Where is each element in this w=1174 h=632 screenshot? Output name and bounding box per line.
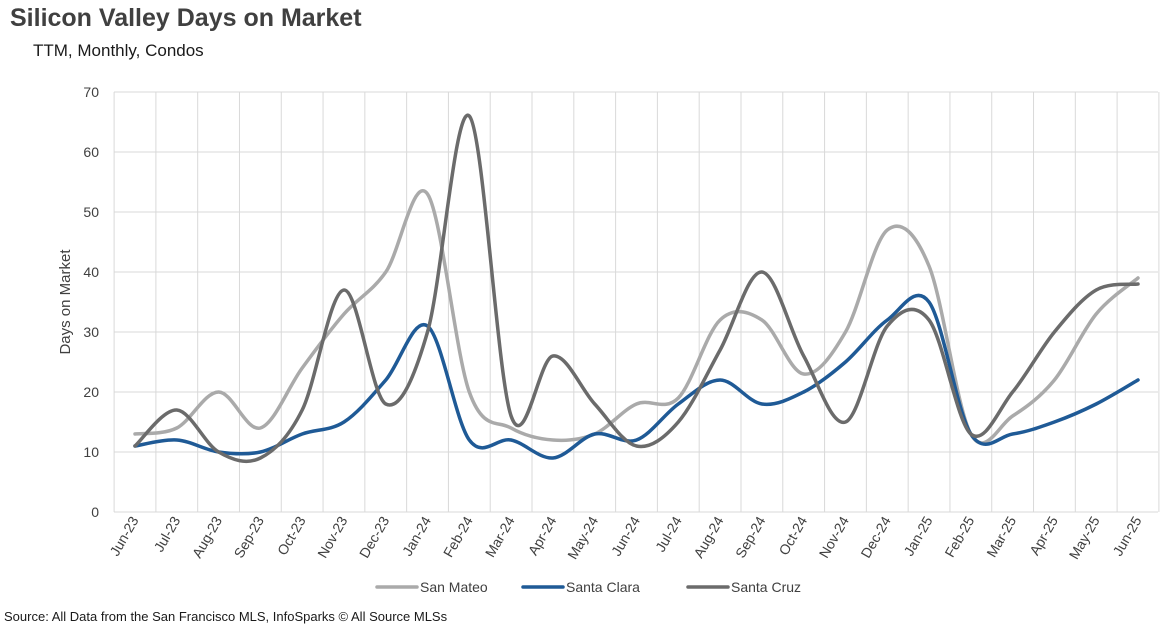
- series-line-santa-clara: [133, 293, 1140, 460]
- y-axis-title: Days on Market: [57, 249, 74, 355]
- x-tick-label: Mar-25: [983, 513, 1019, 560]
- y-tick-label: 20: [83, 384, 99, 400]
- gridlines: [113, 91, 1160, 513]
- x-tick-label: Jan-25: [900, 513, 935, 558]
- y-tick-label: 10: [83, 444, 99, 460]
- series-line-santa-cruz: [133, 113, 1140, 464]
- x-tick-label: Nov-24: [816, 513, 853, 560]
- x-tick-label: Dec-24: [857, 513, 894, 560]
- x-axis: Jun-23 Jul-23 Aug-23 Sep-23 Oct-23 Nov-23 Dec-…: [106, 513, 1144, 562]
- y-axis: 0 10 20 30 40 50 60 70: [83, 84, 99, 520]
- x-tick-label: Apr-25: [1026, 513, 1061, 558]
- series-line-san-mateo: [133, 189, 1140, 445]
- source-note: Source: All Data from the San Francisco …: [4, 609, 448, 624]
- x-tick-label: Feb-24: [440, 513, 476, 560]
- y-tick-label: 0: [91, 504, 99, 520]
- y-tick-label: 40: [83, 264, 99, 280]
- x-tick-label: Oct-24: [775, 513, 810, 558]
- y-tick-label: 50: [83, 204, 99, 220]
- x-tick-label: Feb-25: [941, 513, 977, 560]
- chart-subtitle: TTM, Monthly, Condos: [33, 41, 204, 60]
- x-tick-label: May-25: [1066, 513, 1103, 562]
- x-tick-label: Aug-23: [189, 513, 226, 560]
- x-tick-label: Jul-24: [652, 513, 685, 554]
- x-tick-label: Jul-23: [150, 513, 183, 554]
- x-tick-label: Jun-23: [106, 513, 141, 558]
- series-lines: [133, 113, 1140, 464]
- legend-label: Santa Clara: [566, 579, 640, 595]
- x-tick-label: Apr-24: [525, 513, 560, 558]
- x-tick-label: Jun-25: [1109, 513, 1144, 558]
- legend: San Mateo Santa Clara Santa Cruz: [375, 579, 801, 595]
- x-tick-label: May-24: [564, 513, 601, 562]
- y-tick-label: 30: [83, 324, 99, 340]
- x-tick-label: Nov-23: [314, 513, 351, 560]
- x-tick-label: Aug-24: [690, 513, 727, 560]
- x-tick-label: Jun-24: [608, 513, 643, 558]
- x-tick-label: Jan-24: [399, 513, 434, 558]
- x-tick-label: Oct-23: [274, 513, 309, 558]
- x-tick-label: Sep-23: [231, 513, 268, 560]
- x-tick-label: Mar-24: [482, 513, 518, 560]
- y-tick-label: 70: [83, 84, 99, 100]
- x-tick-label: Sep-24: [732, 513, 769, 560]
- chart-title: Silicon Valley Days on Market: [10, 4, 362, 32]
- legend-label: San Mateo: [420, 579, 488, 595]
- legend-label: Santa Cruz: [731, 579, 801, 595]
- x-tick-label: Dec-23: [356, 513, 393, 560]
- y-tick-label: 60: [83, 144, 99, 160]
